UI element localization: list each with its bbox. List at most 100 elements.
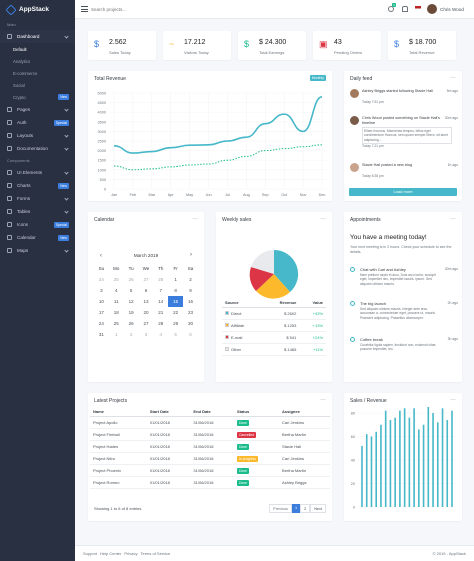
calendar-day[interactable]: 4	[115, 288, 118, 293]
calendar-day[interactable]: 20	[143, 310, 149, 315]
sidebar-item[interactable]: Documentation	[0, 142, 75, 155]
page-1-button[interactable]: 1	[291, 504, 301, 513]
sidebar-subitem[interactable]: Social	[13, 82, 25, 88]
column-header[interactable]: Status	[233, 407, 280, 417]
sidebar-item[interactable]: Layouts	[0, 129, 75, 142]
calendar-day[interactable]: 5	[129, 288, 133, 293]
calendar-day[interactable]: 6	[144, 288, 148, 293]
column-header[interactable]: End Date	[190, 407, 234, 417]
calendar-day[interactable]: 11	[113, 299, 119, 304]
legend-swatch	[225, 311, 229, 315]
flag-icon[interactable]	[415, 6, 421, 11]
sidebar-item[interactable]: Forms	[0, 192, 75, 205]
calendar-day[interactable]: 16	[188, 299, 194, 304]
calendar-day[interactable]: 18	[113, 310, 119, 315]
next-month-icon[interactable]: ›	[190, 252, 192, 258]
table-row[interactable]: Project Romeo 01/01/2018 31/06/2018 Done Ash…	[90, 476, 330, 489]
calendar-day[interactable]: 26	[128, 277, 134, 282]
calendar-day[interactable]: 6	[189, 332, 192, 337]
prev-page-button[interactable]: Previous	[269, 504, 292, 513]
prev-month-icon[interactable]: ‹	[100, 253, 102, 259]
sidebar-item[interactable]: Icons Special	[0, 218, 75, 231]
footer-link[interactable]: Support	[83, 551, 98, 556]
calendar-day[interactable]: 5	[174, 332, 177, 337]
calendar-day[interactable]: 31	[98, 332, 104, 337]
calendar-day[interactable]: 14	[158, 299, 164, 304]
more-icon[interactable]: …	[320, 396, 326, 402]
calendar-day[interactable]: 30	[188, 321, 194, 326]
footer-link[interactable]: Help Center	[100, 551, 122, 556]
calendar-day[interactable]: 8	[174, 288, 177, 293]
footer-link[interactable]: Terms of Service	[140, 551, 171, 556]
sidebar-subitem[interactable]: E-commerce	[13, 70, 38, 76]
sidebar-item[interactable]: Charts New	[0, 179, 75, 192]
calendar-day[interactable]: 1	[115, 332, 118, 337]
table-row[interactable]: Project Nitro 01/01/2018 31/06/2018 In prog…	[90, 452, 330, 465]
calendar-day[interactable]: 27	[143, 277, 149, 282]
message-icon[interactable]	[388, 6, 394, 12]
calendar-day[interactable]: 26	[128, 321, 134, 326]
bell-icon[interactable]	[402, 6, 408, 12]
sidebar-item[interactable]: Auth Special	[0, 116, 75, 129]
sidebar-item[interactable]: Maps	[0, 244, 75, 257]
calendar-day[interactable]: 13	[143, 299, 149, 304]
more-icon[interactable]: …	[192, 215, 198, 221]
menu-toggle-icon[interactable]	[81, 6, 88, 12]
monthly-badge[interactable]: Monthly	[309, 75, 326, 81]
calendar-day[interactable]: 24	[98, 277, 104, 282]
avatar[interactable]	[427, 4, 437, 14]
calendar-day[interactable]: 7	[159, 288, 163, 293]
calendar-day[interactable]: 22	[173, 310, 179, 315]
calendar-day[interactable]: 28	[158, 321, 164, 326]
table-row[interactable]: Project Hades 01/01/2018 31/06/2018 Done Sta…	[90, 440, 330, 453]
calendar-day[interactable]: 3	[100, 288, 103, 293]
calendar-day[interactable]: 9	[189, 288, 192, 293]
next-page-button[interactable]: Next	[310, 504, 326, 513]
calendar-day[interactable]: 19	[128, 310, 134, 315]
brand[interactable]: AppStack	[0, 0, 75, 19]
more-icon[interactable]: …	[450, 215, 456, 221]
sidebar-subitem[interactable]: Default	[13, 46, 27, 52]
calendar-day[interactable]: 24	[98, 321, 104, 326]
more-icon[interactable]: …	[450, 396, 456, 402]
table-row[interactable]: Project Apollo 01/01/2018 31/06/2018 Done Ca…	[90, 416, 330, 429]
calendar-day[interactable]: 3	[144, 332, 148, 337]
sales-bar	[361, 445, 363, 507]
footer-link[interactable]: Privacy	[124, 551, 138, 556]
search-input[interactable]	[91, 5, 171, 14]
column-header[interactable]: Assignee	[279, 407, 330, 417]
user-name[interactable]: Chris Wood	[440, 7, 464, 12]
calendar-day[interactable]: 29	[173, 321, 179, 326]
sidebar-item[interactable]: Calendar New	[0, 231, 75, 244]
calendar-day[interactable]: 12	[128, 299, 134, 304]
sidebar-subitem[interactable]: Crypto New	[13, 94, 69, 100]
calendar-day[interactable]: 28	[158, 277, 164, 282]
y-tick-label: 3000	[98, 130, 106, 134]
sidebar-item-dashboard[interactable]: Dashboard	[0, 30, 75, 43]
sidebar-subitem[interactable]: Analytics	[13, 58, 31, 64]
table-row[interactable]: Project Phoenix 01/01/2018 31/06/2018 Done B…	[90, 464, 330, 477]
timeline-dot	[350, 301, 355, 306]
calendar-day[interactable]: 23	[188, 310, 194, 315]
calendar-day[interactable]: 17	[98, 310, 104, 315]
calendar-day[interactable]: 25	[113, 277, 119, 282]
column-header[interactable]: Start Date	[146, 407, 191, 417]
calendar-day[interactable]: 27	[143, 321, 149, 326]
load-more-button[interactable]: Load more	[349, 188, 457, 196]
sidebar-item[interactable]: Tables	[0, 205, 75, 218]
calendar-day[interactable]: 1	[174, 277, 177, 282]
calendar-day[interactable]: 21	[158, 310, 164, 315]
more-icon[interactable]: …	[320, 215, 326, 221]
table-row[interactable]: Project Fireball 01/01/2018 31/06/2018 Canc…	[90, 428, 330, 441]
calendar-day[interactable]: 4	[159, 332, 163, 337]
calendar-day[interactable]: 15	[168, 296, 184, 307]
sidebar-item[interactable]: Pages	[0, 103, 75, 116]
calendar-day[interactable]: 10	[98, 299, 104, 304]
sidebar-item[interactable]: UI Elements	[0, 166, 75, 179]
calendar-day[interactable]: 25	[113, 321, 119, 326]
column-header[interactable]: Name	[90, 407, 147, 417]
page-2-button[interactable]: 2	[300, 504, 311, 513]
more-icon[interactable]: …	[450, 74, 456, 80]
calendar-day[interactable]: 2	[189, 277, 192, 282]
calendar-day[interactable]: 2	[129, 332, 133, 337]
